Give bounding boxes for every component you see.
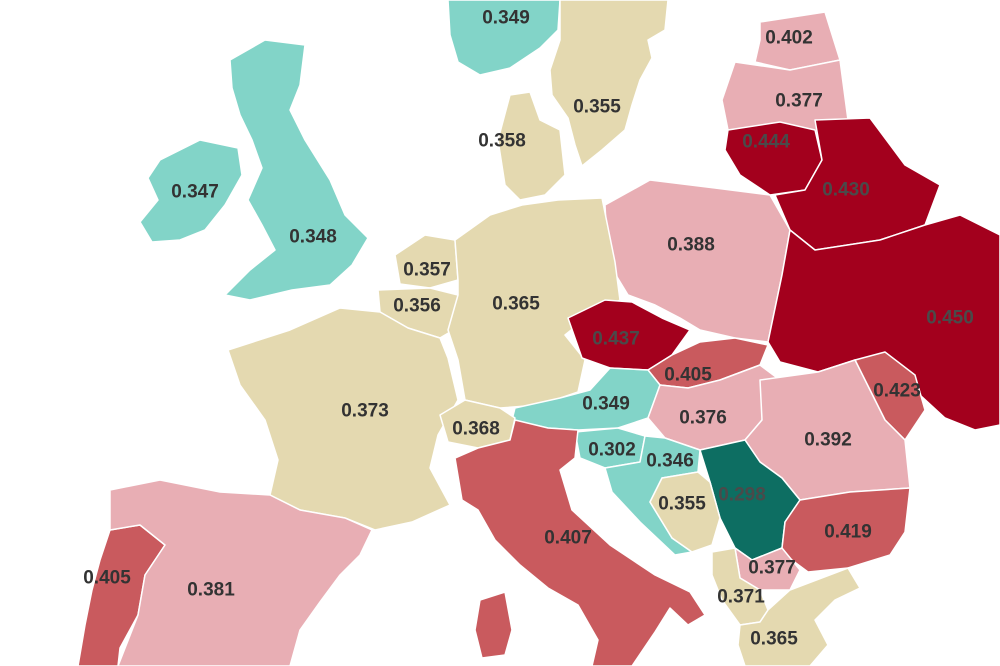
value-label: 0.348 [289, 227, 337, 248]
value-label: 0.357 [403, 260, 451, 281]
value-label: 0.358 [478, 131, 526, 152]
value-label: 0.423 [873, 381, 921, 402]
region-ireland [139, 139, 243, 243]
value-label: 0.444 [742, 132, 790, 153]
value-label: 0.376 [679, 408, 727, 429]
value-label: 0.405 [83, 568, 131, 589]
value-label: 0.349 [582, 394, 630, 415]
region-czechia [567, 299, 691, 371]
value-label: 0.392 [804, 430, 852, 451]
region-uk [224, 39, 369, 301]
value-label: 0.437 [592, 329, 640, 350]
region-ukraine [767, 214, 1000, 431]
region-poland [604, 179, 791, 343]
value-label: 0.349 [482, 8, 530, 29]
region-bosnia [649, 471, 721, 553]
value-label: 0.388 [667, 235, 715, 256]
value-label: 0.377 [775, 91, 823, 112]
value-label: 0.381 [187, 580, 235, 601]
region-sweden [549, 0, 669, 167]
value-label: 0.346 [646, 451, 694, 472]
value-label: 0.377 [748, 558, 796, 579]
value-label: 0.450 [926, 308, 974, 329]
region-greece [737, 567, 861, 666]
value-label: 0.347 [171, 182, 219, 203]
value-label: 0.371 [717, 587, 765, 608]
value-label: 0.419 [824, 522, 872, 543]
value-label: 0.355 [573, 97, 621, 118]
value-label: 0.365 [492, 294, 540, 315]
region-italy [454, 419, 706, 666]
value-label: 0.365 [750, 629, 798, 650]
value-label: 0.298 [718, 485, 766, 506]
region-denmark [497, 91, 566, 201]
region-germany [447, 197, 621, 409]
value-label: 0.355 [658, 494, 706, 515]
region-france [227, 307, 459, 531]
value-label: 0.407 [544, 528, 592, 549]
region-sardinia [474, 591, 513, 659]
value-label: 0.402 [765, 28, 813, 49]
value-label: 0.373 [341, 401, 389, 422]
value-label: 0.405 [664, 365, 712, 386]
value-label: 0.302 [588, 440, 636, 461]
value-label: 0.430 [822, 180, 870, 201]
value-label: 0.356 [393, 296, 441, 317]
region-spain [109, 479, 373, 666]
value-label: 0.368 [452, 419, 500, 440]
